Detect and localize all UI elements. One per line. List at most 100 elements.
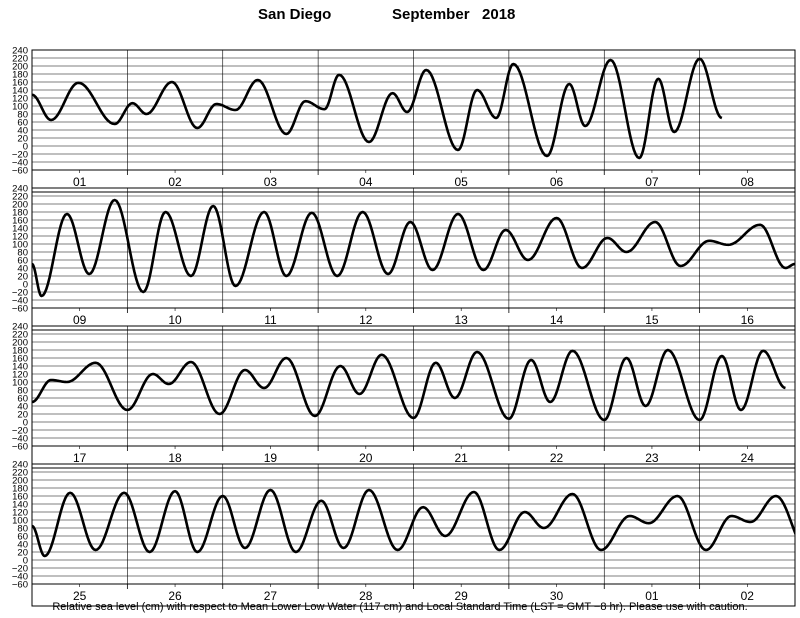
y-tick-label: 140 [12,500,28,511]
y-tick-label: 100 [12,240,28,251]
y-tick-label: 160 [12,354,28,365]
day-label: 17 [73,451,87,465]
y-tick-label: −20 [12,150,28,161]
y-tick-label: 60 [17,118,28,129]
y-tick-label: 60 [17,394,28,405]
y-tick-label: 0 [23,142,28,153]
day-label: 01 [73,175,87,189]
y-tick-label: 0 [23,280,28,291]
y-tick-label: 40 [17,126,28,137]
day-label: 20 [359,451,373,465]
y-tick-label: 240 [12,46,28,57]
day-label: 29 [455,589,469,603]
y-tick-label: 0 [23,556,28,567]
y-tick-label: 180 [12,346,28,357]
day-label: 02 [168,175,182,189]
y-tick-label: 100 [12,102,28,113]
y-tick-label: 0 [23,418,28,429]
day-label: 10 [168,313,182,327]
day-label: 07 [645,175,659,189]
y-tick-label: −20 [12,288,28,299]
y-tick-label: 60 [17,256,28,267]
y-tick-label: −40 [12,296,28,307]
footnote: Relative sea level (cm) with respect to … [52,601,748,613]
day-label: 21 [455,451,469,465]
y-tick-label: −20 [12,564,28,575]
y-tick-label: 120 [12,94,28,105]
day-label: 18 [168,451,182,465]
tide-panel-4: 240220200180160140120100806040200−20−40−… [12,460,796,607]
y-tick-label: 60 [17,532,28,543]
title-bar: San Diego September 2018 [0,6,800,26]
tide-panel-2: 240220200180160140120100806040200−20−40−… [12,184,796,331]
day-label: 11 [264,313,277,327]
y-tick-label: −60 [12,580,28,591]
y-tick-label: 200 [12,476,28,487]
y-tick-label: 160 [12,492,28,503]
y-tick-label: 180 [12,208,28,219]
day-label: 01 [645,589,659,603]
day-label: 26 [168,589,182,603]
y-tick-label: 160 [12,216,28,227]
y-tick-label: 20 [17,410,28,421]
day-label: 02 [741,589,755,603]
y-tick-label: 200 [12,338,28,349]
plot-frame [31,463,796,585]
chart-title-location: San Diego [258,6,332,23]
day-label: 09 [73,313,87,327]
day-label: 12 [359,313,373,327]
day-label: 05 [455,175,469,189]
y-tick-label: 80 [17,386,28,397]
y-tick-label: −40 [12,434,28,445]
y-tick-label: 240 [12,460,28,471]
day-label: 23 [645,451,659,465]
day-label: 27 [264,589,278,603]
plot-frame [31,325,796,447]
y-tick-label: 120 [12,232,28,243]
y-tick-label: 240 [12,322,28,333]
y-tick-label: 120 [12,508,28,519]
day-label: 28 [359,589,373,603]
tide-curve [32,348,786,422]
y-tick-label: −40 [12,158,28,169]
tide-curve [32,488,795,558]
y-tick-label: 80 [17,110,28,121]
tide-panel-1: 240220200180160140120100806040200−20−40−… [12,46,796,193]
y-tick-label: 220 [12,54,28,65]
y-tick-label: 40 [17,264,28,275]
y-tick-label: −60 [12,166,28,177]
plot-frame [31,187,796,309]
chart-title-period: September 2018 [392,6,516,23]
y-tick-label: −40 [12,572,28,583]
y-tick-label: 160 [12,78,28,89]
day-label: 08 [741,175,755,189]
y-tick-label: 220 [12,468,28,479]
y-tick-label: 20 [17,134,28,145]
y-tick-label: 20 [17,272,28,283]
y-tick-label: 120 [12,370,28,381]
day-label: 04 [359,175,373,189]
y-tick-label: −60 [12,304,28,315]
day-label: 13 [455,313,469,327]
y-tick-label: 140 [12,362,28,373]
y-tick-label: 80 [17,524,28,535]
day-label: 14 [550,313,564,327]
day-label: 22 [550,451,564,465]
y-tick-label: 80 [17,248,28,259]
y-tick-label: 200 [12,200,28,211]
day-label: 03 [264,175,278,189]
day-label: 15 [645,313,659,327]
y-tick-label: 180 [12,484,28,495]
day-label: 24 [741,451,755,465]
day-label: 06 [550,175,564,189]
day-label: 16 [741,313,755,327]
y-tick-label: 100 [12,378,28,389]
y-tick-label: 240 [12,184,28,195]
day-label: 25 [73,589,87,603]
tide-curve [32,57,723,160]
y-tick-label: 180 [12,70,28,81]
y-tick-label: 220 [12,330,28,341]
plot-frame [31,49,796,171]
y-tick-label: 40 [17,540,28,551]
